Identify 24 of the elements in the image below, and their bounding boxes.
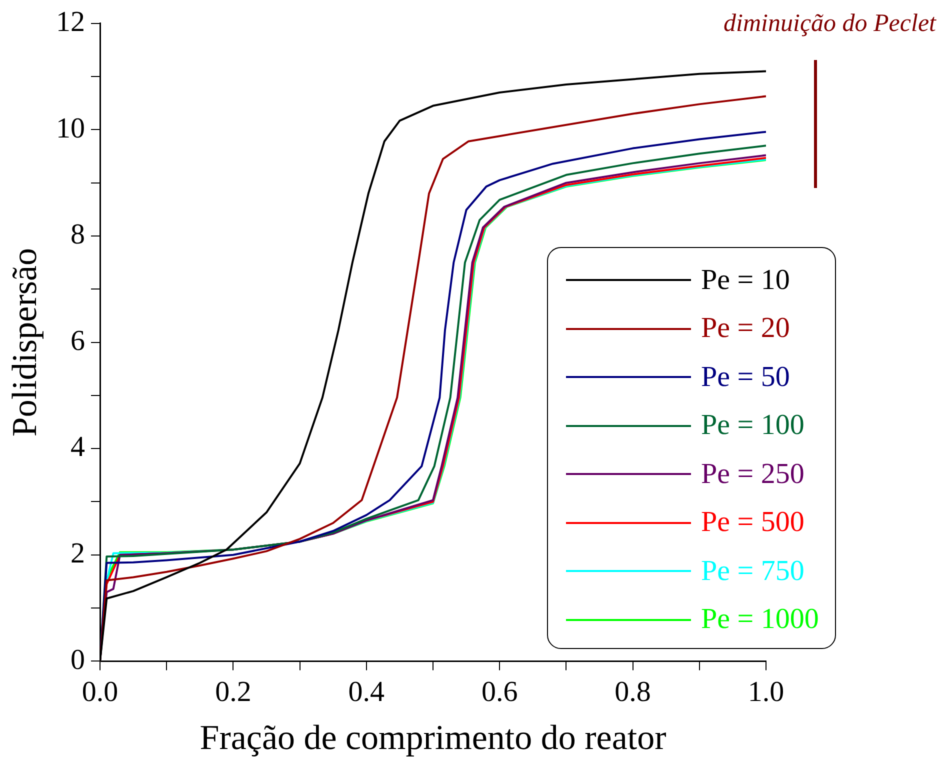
y-tick-label: 2 — [70, 538, 85, 570]
legend-label: Pe = 1000 — [701, 603, 819, 636]
legend-label: Pe = 10 — [701, 264, 790, 297]
legend-label: Pe = 750 — [701, 554, 804, 588]
legend-label: Pe = 500 — [701, 506, 804, 540]
y-tick-label: 4 — [70, 431, 86, 464]
x-tick-label: 0.2 — [215, 676, 252, 708]
y-tick-label: 10 — [56, 112, 85, 144]
x-tick-label: 0.6 — [481, 676, 518, 708]
y-axis-title: Polidispersão — [5, 248, 44, 437]
legend-label: Pe = 20 — [701, 312, 790, 346]
annotation: diminuição do Peclet — [724, 10, 936, 38]
x-tick-label: 1.0 — [748, 676, 784, 708]
legend-label: Pe = 100 — [701, 409, 804, 442]
x-tick-label: 0.4 — [348, 676, 386, 708]
x-axis-title: Fração de comprimento do reator — [200, 718, 667, 758]
y-tick-label: 0 — [70, 644, 85, 676]
legend-label: Pe = 50 — [701, 360, 790, 394]
y-tick-label: 12 — [56, 6, 85, 38]
y-tick-label: 6 — [70, 324, 85, 357]
x-tick-label: 0.0 — [82, 676, 118, 708]
x-tick-label: 0.8 — [614, 676, 651, 708]
y-tick-label: 8 — [70, 218, 85, 251]
legend-label: Pe = 250 — [701, 458, 804, 491]
